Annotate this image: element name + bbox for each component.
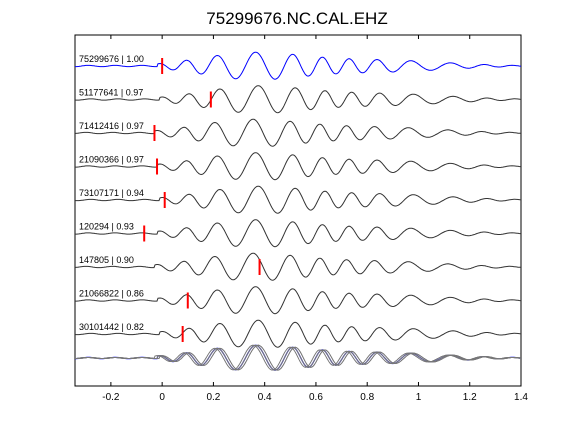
x-tick-label: 1.2 xyxy=(463,392,477,403)
trace-label: 51177641 | 0.97 xyxy=(79,88,143,98)
trace-label: 71412416 | 0.97 xyxy=(79,121,144,131)
x-tick-label: 0.4 xyxy=(258,392,272,403)
plot-frame xyxy=(74,34,522,387)
trace-line xyxy=(74,252,522,281)
trace-line xyxy=(74,319,522,348)
trace-line xyxy=(75,286,522,315)
x-tick-label: 0.6 xyxy=(309,392,323,403)
trace-line xyxy=(74,185,522,214)
trace-label: 120294 | 0.93 xyxy=(79,222,134,232)
x-tick-label: 0.8 xyxy=(360,392,374,403)
trace-label: 147805 | 0.90 xyxy=(79,255,134,265)
x-tick-label: 0.2 xyxy=(206,392,220,403)
stack-trace-line xyxy=(74,344,522,371)
chart-title: 75299676.NC.CAL.EHZ xyxy=(206,9,387,28)
x-tick-label: 0 xyxy=(159,392,165,403)
trace-line xyxy=(74,118,522,147)
trace-line xyxy=(74,85,522,114)
trace-group: 75299676 | 1.00 51177641 | 0.97 71412416 |… xyxy=(74,51,522,348)
trace-label: 73107171 | 0.94 xyxy=(79,188,144,198)
trace-line xyxy=(75,152,522,181)
x-tick-label: -0.2 xyxy=(102,392,120,403)
trace-label: 30101442 | 0.82 xyxy=(79,322,144,332)
trace-line xyxy=(75,51,522,80)
stack-overlay xyxy=(74,344,522,371)
x-axis: -0.2 0 0.2 0.4 0.6 0.8 1 1.2 1.4 xyxy=(102,35,528,403)
trace-label: 75299676 | 1.00 xyxy=(79,54,144,64)
x-tick-label: 1.4 xyxy=(514,392,528,403)
trace-line xyxy=(75,219,522,248)
trace-label: 21090366 | 0.97 xyxy=(79,155,144,165)
trace-label: 21066822 | 0.86 xyxy=(79,289,144,299)
x-tick-label: 1 xyxy=(416,392,422,403)
